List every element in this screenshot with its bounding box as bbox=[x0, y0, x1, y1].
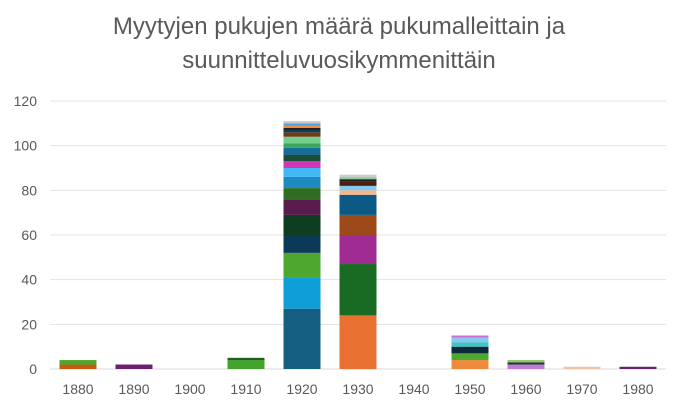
x-tick-label: 1950 bbox=[454, 381, 485, 397]
y-tick-label: 100 bbox=[14, 138, 38, 154]
y-tick-label: 80 bbox=[21, 182, 37, 198]
bar-segment bbox=[507, 362, 545, 365]
x-tick-label: 1940 bbox=[398, 381, 429, 397]
bar-segment bbox=[339, 176, 377, 180]
bar-segment bbox=[563, 366, 601, 369]
chart-title-line-1: Myytyjen pukujen määrä pukumalleittain j… bbox=[112, 13, 566, 40]
bar-segment bbox=[451, 335, 489, 338]
bar-segment bbox=[283, 168, 321, 177]
bar-segment bbox=[451, 342, 489, 347]
x-tick-label: 1970 bbox=[566, 381, 597, 397]
bar-segment bbox=[339, 190, 377, 195]
bar-segment bbox=[283, 147, 321, 155]
bar-segment bbox=[451, 360, 489, 369]
bar-segment bbox=[507, 364, 545, 369]
bar-segment bbox=[283, 199, 321, 215]
bar-segment bbox=[283, 161, 321, 168]
bar-segment bbox=[283, 235, 321, 253]
bar-segment bbox=[283, 123, 321, 126]
x-tick-label: 1890 bbox=[118, 381, 149, 397]
bar-segment bbox=[619, 366, 657, 369]
bar-segment bbox=[339, 264, 377, 316]
bar-segment bbox=[283, 154, 321, 162]
x-tick-label: 1880 bbox=[62, 381, 93, 397]
bar-segment bbox=[451, 353, 489, 361]
bar-segment bbox=[283, 188, 321, 200]
bar-segment bbox=[339, 179, 377, 182]
x-tick-label: 1960 bbox=[510, 381, 541, 397]
bar-segment bbox=[339, 235, 377, 265]
chart-title-line-2: suunnitteluvuosikymmenittäin bbox=[182, 47, 496, 74]
y-tick-label: 120 bbox=[14, 93, 38, 109]
y-tick-label: 60 bbox=[21, 227, 37, 243]
bar-segment bbox=[115, 364, 153, 369]
bar-segment bbox=[59, 360, 97, 365]
x-tick-label: 1930 bbox=[342, 381, 373, 397]
x-tick-label: 1980 bbox=[622, 381, 653, 397]
y-tick-label: 40 bbox=[21, 272, 37, 288]
x-tick-label: 1900 bbox=[174, 381, 205, 397]
y-tick-label: 20 bbox=[21, 316, 37, 332]
bar-segment bbox=[283, 132, 321, 137]
bar-segment bbox=[283, 176, 321, 189]
bar-segment bbox=[283, 130, 321, 133]
bar-segment bbox=[283, 125, 321, 128]
bar-segment bbox=[339, 214, 377, 235]
bar-segment bbox=[339, 185, 377, 191]
bar-segment bbox=[507, 360, 545, 363]
bar-segment bbox=[283, 127, 321, 131]
bar-segment bbox=[283, 121, 321, 124]
chart-title: Myytyjen pukujen määrä pukumalleittain j… bbox=[0, 10, 678, 78]
bar-segment bbox=[339, 181, 377, 186]
bar-segment bbox=[227, 360, 265, 369]
bar-segment bbox=[283, 308, 321, 369]
bar-segment bbox=[283, 214, 321, 235]
bar-segment bbox=[283, 143, 321, 148]
bar-segment bbox=[451, 337, 489, 343]
bar-segment bbox=[283, 252, 321, 278]
bar-segment bbox=[59, 364, 97, 369]
y-tick-label: 0 bbox=[29, 361, 37, 377]
bar-segment bbox=[227, 357, 265, 361]
bar-segment bbox=[283, 136, 321, 144]
bar-segment bbox=[451, 346, 489, 354]
x-tick-label: 1910 bbox=[230, 381, 261, 397]
bar-segment bbox=[283, 277, 321, 309]
bar-segment bbox=[339, 315, 377, 369]
x-tick-label: 1920 bbox=[286, 381, 317, 397]
bar-segment bbox=[339, 194, 377, 215]
bar-segment bbox=[339, 174, 377, 177]
